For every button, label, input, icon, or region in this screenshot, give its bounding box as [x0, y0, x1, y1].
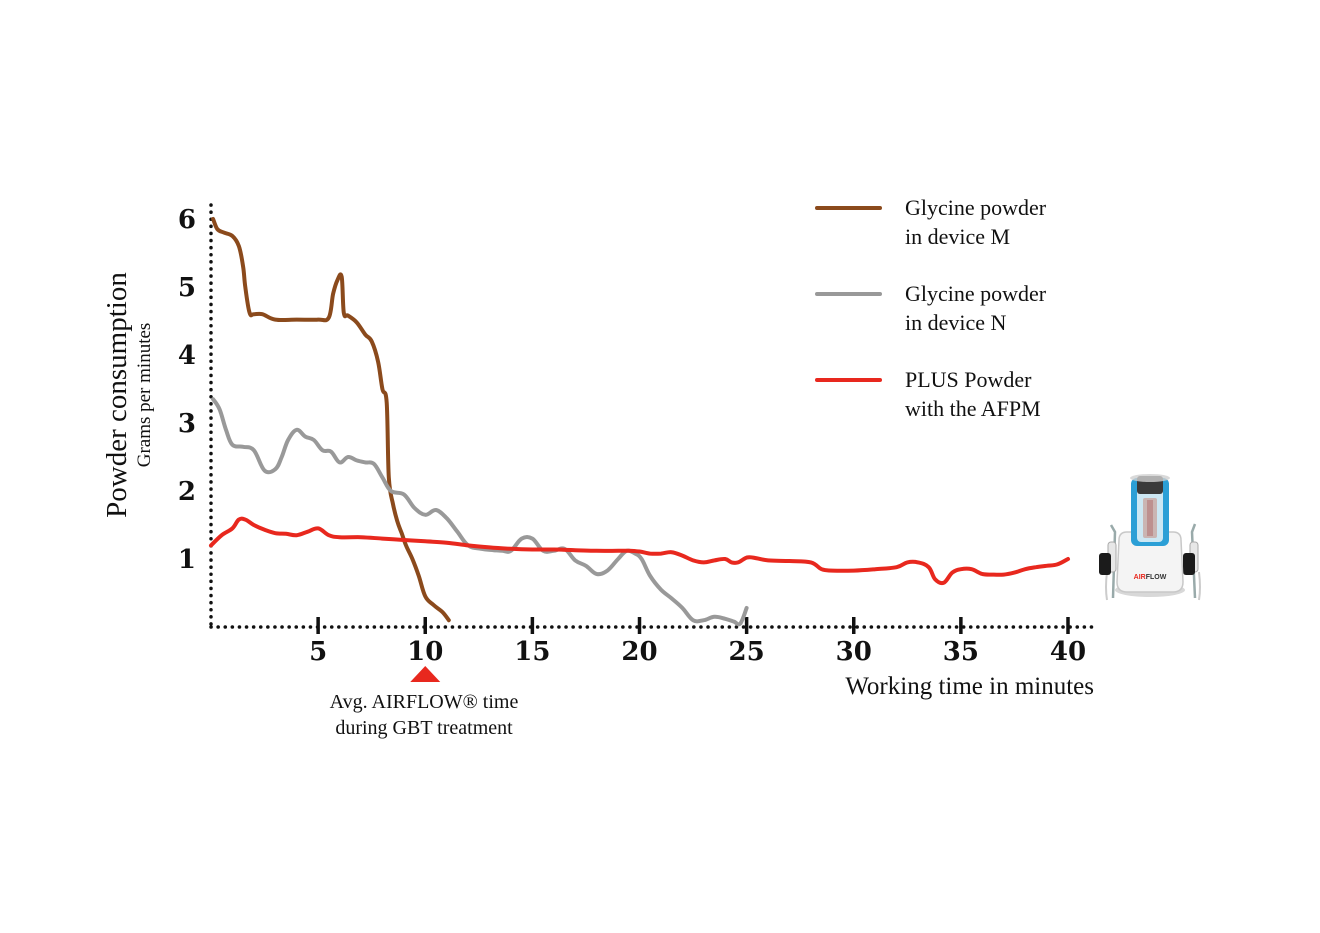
device-body [1116, 531, 1184, 593]
x-tick-label: 35 [943, 637, 979, 667]
series-lines [209, 217, 1070, 627]
y-tick-label: 4 [178, 341, 196, 371]
y-tick-label: 3 [178, 409, 196, 439]
y-axis-title: Powder consumption [101, 272, 133, 518]
right-knob-icon [1183, 553, 1195, 575]
legend-label-line-2: in device N [905, 310, 1007, 335]
chamber-core-stripe [1147, 500, 1153, 536]
legend-label-line-1: Glycine powder [905, 195, 1047, 220]
legend: Glycine powder in device M Glycine powder i… [815, 195, 1047, 421]
x-tick-label: 5 [309, 637, 327, 667]
y-tick-label: 5 [178, 273, 196, 303]
y-tick-label: 6 [178, 205, 196, 235]
legend-label-line-1: PLUS Powder [905, 367, 1032, 392]
series-line-2 [211, 397, 749, 627]
x-tick-label: 10 [407, 637, 443, 667]
x-tick-label: 30 [836, 637, 872, 667]
legend-label-line-2: with the AFPM [905, 396, 1041, 421]
series-line-3 [209, 516, 1070, 586]
avg-time-marker [410, 666, 441, 682]
x-ticks: 5 10 15 20 25 30 35 40 [309, 617, 1086, 667]
annotation-line-1: Avg. AIRFLOW® time [330, 691, 519, 713]
x-tick-label: 20 [621, 637, 657, 667]
y-tick-label: 1 [178, 545, 196, 575]
x-tick-label: 40 [1050, 637, 1086, 667]
series-line-1 [211, 217, 451, 623]
y-tick-label: 2 [178, 477, 196, 507]
x-axis-title: Working time in minutes [845, 673, 1094, 700]
airflow-device-image: AIRFLOW [1099, 474, 1201, 601]
x-tick-label: 25 [729, 637, 765, 667]
legend-label-line-2: in device M [905, 224, 1010, 249]
annotation-line-2: during GBT treatment [335, 717, 513, 739]
legend-label-line-1: Glycine powder [905, 281, 1047, 306]
left-knob-icon [1099, 553, 1111, 575]
chamber-top [1130, 474, 1170, 482]
x-tick-label: 15 [514, 637, 550, 667]
y-ticks: 1 2 3 4 5 6 [178, 205, 196, 575]
device-brand-label: AIRFLOW [1134, 574, 1167, 581]
y-axis-subtitle: Grams per minutes [134, 323, 155, 468]
